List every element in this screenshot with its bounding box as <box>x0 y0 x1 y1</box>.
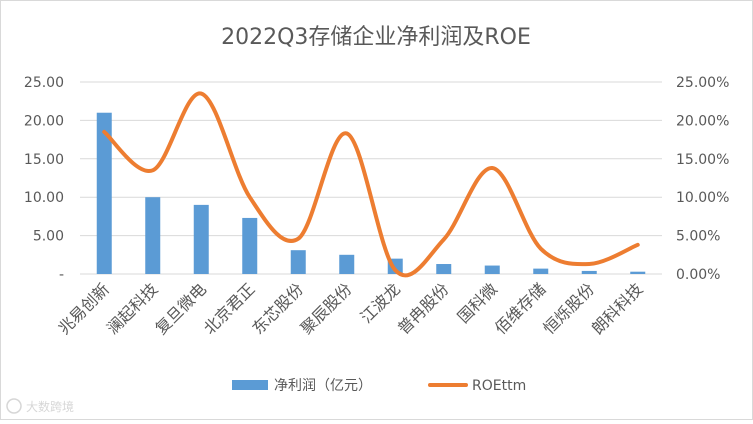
chart-title: 2022Q3存储企业净利润及ROE <box>221 25 531 50</box>
left-tick-label: 20.00 <box>24 113 64 129</box>
right-tick-label: 0.00% <box>676 267 720 283</box>
left-tick-label: 25.00 <box>24 75 64 91</box>
right-tick-label: 20.00% <box>676 113 729 129</box>
bar-net-profit <box>581 270 597 274</box>
watermark-logo-icon <box>6 398 22 414</box>
bar-net-profit <box>339 254 355 274</box>
bar-net-profit <box>96 112 112 274</box>
legend-label-profit: 净利润（亿元） <box>274 378 372 394</box>
bar-net-profit <box>436 264 452 274</box>
right-tick-label: 5.00% <box>676 229 720 245</box>
roe-line <box>102 91 640 278</box>
bar-net-profit <box>193 204 209 274</box>
bar-net-profit <box>145 197 161 274</box>
left-tick-label: 10.00 <box>24 190 64 206</box>
left-tick-label: 5.00 <box>33 229 64 245</box>
left-tick-label: - <box>59 267 64 283</box>
right-tick-label: 15.00% <box>676 152 729 168</box>
legend: 净利润（亿元） ROEttm <box>232 378 526 394</box>
bar-net-profit <box>242 217 258 274</box>
watermark: 大数跨境 <box>6 398 74 414</box>
left-tick-label: 15.00 <box>24 152 64 168</box>
right-tick-label: 10.00% <box>676 190 729 206</box>
bar-net-profit <box>484 265 500 274</box>
legend-label-roe: ROEttm <box>472 378 526 394</box>
bar-net-profit <box>290 250 306 274</box>
bar-net-profit <box>630 271 646 274</box>
legend-swatch-profit <box>232 380 268 390</box>
bar-net-profit <box>533 268 549 274</box>
right-tick-label: 25.00% <box>676 75 729 91</box>
watermark-text: 大数跨境 <box>26 399 74 414</box>
